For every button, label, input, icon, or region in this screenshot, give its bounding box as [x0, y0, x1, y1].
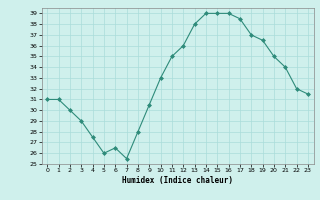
X-axis label: Humidex (Indice chaleur): Humidex (Indice chaleur)	[122, 176, 233, 185]
